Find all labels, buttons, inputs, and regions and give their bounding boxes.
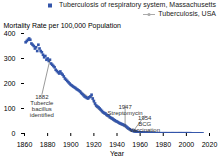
svg-text:2000: 2000 (179, 141, 195, 148)
html-text:1947: 1947 (118, 103, 132, 110)
svg-text:2020: 2020 (202, 141, 218, 148)
svg-text:Mortality Rate per 100,000 Pop: Mortality Rate per 100,000 Population (4, 22, 122, 30)
svg-text:1980: 1980 (155, 141, 171, 148)
svg-text:300: 300 (4, 54, 16, 61)
svg-text:1920: 1920 (86, 141, 102, 148)
svg-text:1900: 1900 (63, 141, 79, 148)
svg-text:0: 0 (12, 129, 16, 136)
svg-text:1940: 1940 (109, 141, 125, 148)
html-text:Streptomycin: Streptomycin (107, 109, 143, 116)
svg-text:1882Tuberclebacillusidentified: 1882Tuberclebacillusidentified (30, 94, 54, 118)
svg-text:200: 200 (4, 79, 16, 86)
svg-text:1860: 1860 (17, 141, 33, 148)
html-text:Tuberculosis of respiratory sy: Tuberculosis of respiratory system, Mass… (59, 1, 216, 8)
html-text:Tuberculosis, USA: Tuberculosis, USA (158, 9, 216, 17)
svg-text:1954BCGVaccination: 1954BCGVaccination (129, 114, 160, 132)
svg-text:Year: Year (110, 149, 125, 156)
svg-text:1880: 1880 (40, 141, 56, 148)
svg-text:100: 100 (4, 104, 16, 111)
svg-text:1960: 1960 (132, 141, 148, 148)
svg-text:400: 400 (4, 29, 16, 36)
